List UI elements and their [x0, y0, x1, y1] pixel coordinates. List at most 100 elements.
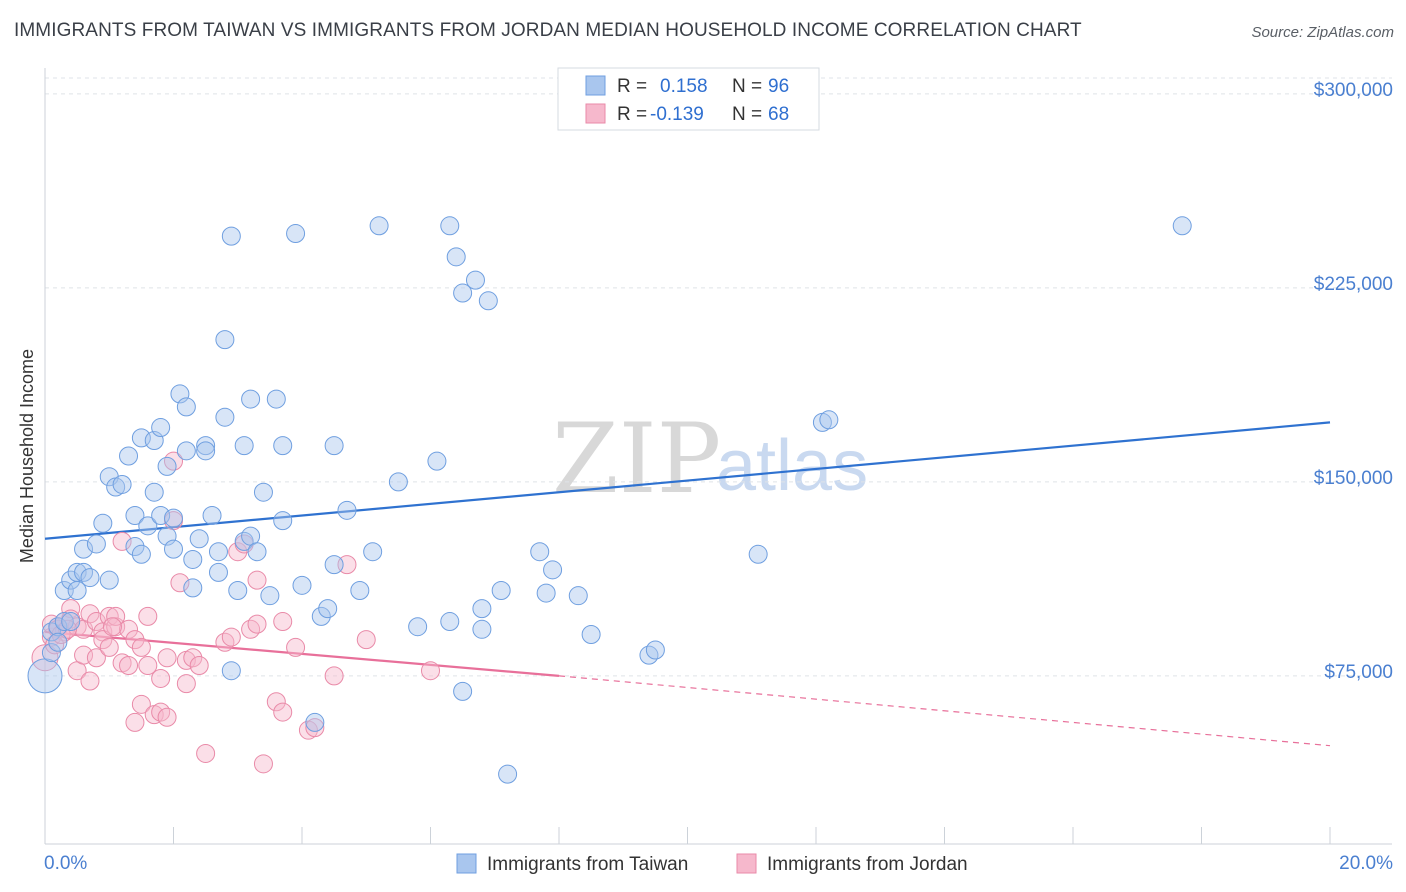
taiwan-point-94: [99, 570, 119, 590]
jordan-point-62: [421, 661, 440, 681]
jordan-point-53: [266, 692, 286, 712]
jordan-point-67: [189, 656, 209, 676]
taiwan-point-16: [112, 474, 132, 494]
legend-top: R = 0.158 N = 96 R = -0.139 N = 68: [557, 67, 820, 131]
taiwan-point-78: [478, 291, 498, 311]
taiwan-point-62: [324, 555, 344, 575]
taiwan-point-86: [639, 645, 659, 665]
taiwan-point-32: [176, 397, 196, 417]
jordan-point-25: [119, 619, 139, 639]
bottom-legend-swatch-jordan: [736, 853, 757, 874]
taiwan-point-92: [48, 632, 68, 652]
jordan-point-40: [170, 573, 190, 593]
bottom-legend-swatch-taiwan: [456, 853, 477, 874]
watermark-zip: ZIP: [552, 403, 721, 515]
taiwan-point-63: [337, 500, 357, 520]
legend-bottom: Immigrants from Taiwan Immigrants from J…: [456, 853, 968, 875]
jordan-point-32: [138, 606, 158, 626]
taiwan-point-22: [138, 516, 158, 536]
jordan-point-43: [183, 648, 203, 668]
y-tick-label-2: $150,000: [1314, 468, 1393, 489]
jordan-point-50: [247, 570, 267, 590]
taiwan-point-27: [157, 456, 177, 476]
taiwan-point-39: [208, 562, 228, 582]
jordan-point-41: [176, 674, 196, 694]
taiwan-point-46: [234, 531, 254, 551]
jordan-point-37: [157, 707, 177, 727]
taiwan-point-81: [530, 542, 550, 562]
jordan-point-52: [253, 754, 273, 774]
jordan-point-58: [305, 718, 325, 738]
jordan-point-30: [131, 637, 151, 657]
taiwan-point-82: [536, 583, 556, 603]
jordan-point-34: [151, 668, 171, 688]
taiwan-point-41: [215, 407, 235, 427]
taiwan-point-73: [453, 283, 473, 303]
bottom-legend-label-jordan: Immigrants from Jordan: [767, 854, 968, 875]
jordan-point-44: [196, 743, 216, 763]
jordan-point-27: [125, 630, 145, 650]
y-tick-labels: $300,000 $225,000 $150,000 $75,000: [1314, 80, 1393, 683]
legend-n-value-jordan: 68: [768, 104, 789, 125]
taiwan-point-84: [568, 586, 588, 606]
legend-r-value-jordan: -0.139: [650, 104, 704, 125]
jordan-point-47: [228, 542, 248, 562]
jordan-point-0: [31, 644, 59, 672]
jordan-point-31: [138, 656, 158, 676]
taiwan-point-10: [74, 539, 94, 559]
jordan-point-15: [86, 648, 106, 668]
legend-n-label-jordan: N =: [732, 104, 762, 125]
jordan-point-61: [356, 630, 376, 650]
jordan-point-29: [131, 694, 151, 714]
taiwan-point-71: [440, 612, 460, 632]
taiwan-point-52: [260, 586, 280, 606]
taiwan-point-74: [453, 681, 473, 701]
taiwan-point-29: [164, 508, 183, 528]
taiwan-point-66: [369, 216, 389, 236]
jordan-point-46: [221, 627, 241, 647]
taiwan-point-70: [440, 216, 460, 236]
taiwan-point-80: [498, 764, 518, 784]
taiwan-point-64: [350, 581, 370, 601]
taiwan-point-75: [465, 270, 485, 290]
taiwan-point-45: [228, 581, 248, 601]
legend-n-label-taiwan: N =: [732, 76, 762, 97]
taiwan-point-4: [54, 612, 74, 632]
x-tick-label-max: 20.0%: [1339, 853, 1393, 874]
taiwan-point-38: [202, 505, 222, 525]
taiwan-point-26: [151, 418, 171, 438]
bottom-legend-label-taiwan: Immigrants from Taiwan: [487, 854, 688, 875]
taiwan-point-30: [164, 539, 183, 559]
jordan-point-59: [324, 666, 344, 686]
jordan-point-28: [125, 712, 145, 732]
jordan-point-20: [99, 606, 119, 626]
taiwan-point-83: [543, 560, 563, 580]
jordan-point-26: [119, 656, 139, 676]
taiwan-point-58: [305, 712, 325, 732]
jordan-point-14: [80, 604, 100, 624]
jordan-point-23: [112, 531, 132, 551]
taiwan-point-76: [472, 599, 492, 619]
gridlines: [45, 77, 1392, 677]
legend-swatch-taiwan: [585, 75, 606, 96]
y-tick-label-1: $225,000: [1314, 274, 1393, 295]
taiwan-point-93: [61, 612, 81, 632]
taiwan-point-43: [221, 661, 241, 681]
taiwan-point-51: [253, 482, 273, 502]
taiwan-point-34: [183, 578, 203, 598]
taiwan-trend-line: [44, 421, 1331, 540]
taiwan-point-61: [324, 436, 344, 456]
taiwan-point-8: [67, 562, 87, 582]
jordan-point-45: [215, 632, 235, 652]
jordan-point-49: [241, 619, 261, 639]
taiwan-point-11: [80, 568, 100, 588]
taiwan-point-12: [86, 534, 106, 554]
jordan-point-13: [80, 671, 100, 691]
taiwan-point-48: [241, 389, 261, 409]
taiwan-point-67: [388, 472, 408, 492]
taiwan-point-79: [491, 581, 511, 601]
taiwan-point-55: [273, 436, 293, 456]
taiwan-point-33: [176, 441, 196, 461]
x-axis-ticks: [44, 827, 1331, 844]
